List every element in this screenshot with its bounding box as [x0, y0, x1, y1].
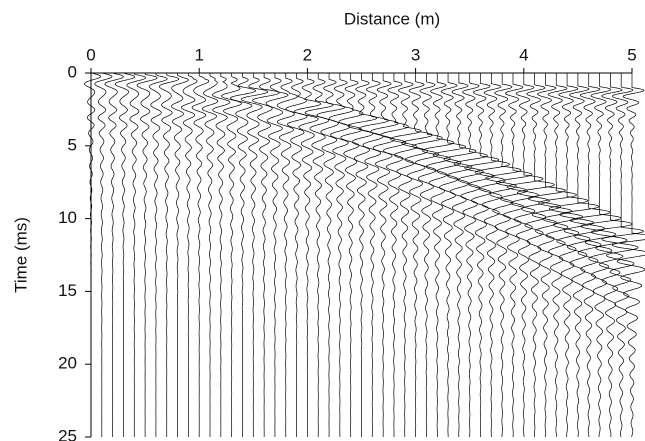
- y-tick-label: 10: [58, 208, 77, 227]
- trace: [370, 73, 399, 438]
- trace: [328, 73, 354, 438]
- trace: [611, 73, 645, 438]
- trace: [148, 73, 168, 437]
- trace: [421, 73, 455, 438]
- trace: [181, 73, 198, 438]
- x-tick-label: 1: [194, 45, 203, 64]
- trace: [84, 72, 101, 437]
- trace: [443, 73, 477, 438]
- x-axis-title: Distance (m): [344, 9, 440, 28]
- trace: [453, 73, 488, 438]
- trace: [316, 73, 346, 438]
- trace: [358, 73, 389, 438]
- y-tick-label: 20: [58, 354, 77, 373]
- trace: [347, 73, 378, 438]
- trace: [294, 73, 322, 438]
- trace: [230, 73, 256, 438]
- trace: [240, 73, 269, 438]
- x-tick-label: 5: [627, 45, 636, 64]
- trace: [485, 73, 522, 437]
- trace: [171, 73, 189, 437]
- trace: [548, 73, 589, 438]
- y-tick-label: 5: [68, 135, 77, 154]
- trace: [517, 73, 555, 438]
- y-tick-label: 0: [68, 62, 77, 81]
- trace: [285, 73, 308, 437]
- trace: [104, 72, 124, 437]
- y-tick-label: 15: [58, 281, 77, 300]
- trace: [432, 73, 467, 438]
- trace: [158, 73, 180, 437]
- trace: [464, 73, 500, 438]
- trace: [94, 72, 113, 437]
- trace: [252, 73, 280, 438]
- trace: [590, 73, 633, 438]
- trace: [389, 73, 422, 438]
- trace: [412, 73, 443, 438]
- trace: [221, 73, 242, 437]
- trace: [136, 73, 158, 437]
- y-axis-title: Time (ms): [11, 217, 30, 293]
- trace: [276, 73, 298, 438]
- trace: [265, 73, 289, 437]
- trace: [201, 73, 219, 438]
- trace: [126, 73, 147, 437]
- trace: [601, 73, 644, 438]
- trace: [475, 73, 510, 438]
- trace: [304, 73, 334, 437]
- x-tick-label: 4: [519, 45, 528, 64]
- trace: [338, 73, 364, 437]
- trace: [538, 73, 578, 438]
- trace: [212, 73, 231, 437]
- trace: [401, 73, 433, 438]
- y-tick-label: 25: [58, 426, 77, 441]
- trace: [506, 73, 544, 438]
- trace: [114, 72, 136, 437]
- trace: [527, 73, 566, 438]
- trace: [569, 73, 611, 438]
- trace: [580, 73, 622, 438]
- trace: [380, 73, 409, 438]
- trace: [559, 73, 600, 438]
- x-tick-label: 2: [303, 45, 312, 64]
- x-tick-label: 0: [86, 45, 95, 64]
- x-tick-label: 3: [411, 45, 420, 64]
- trace: [191, 73, 210, 438]
- trace: [496, 73, 533, 438]
